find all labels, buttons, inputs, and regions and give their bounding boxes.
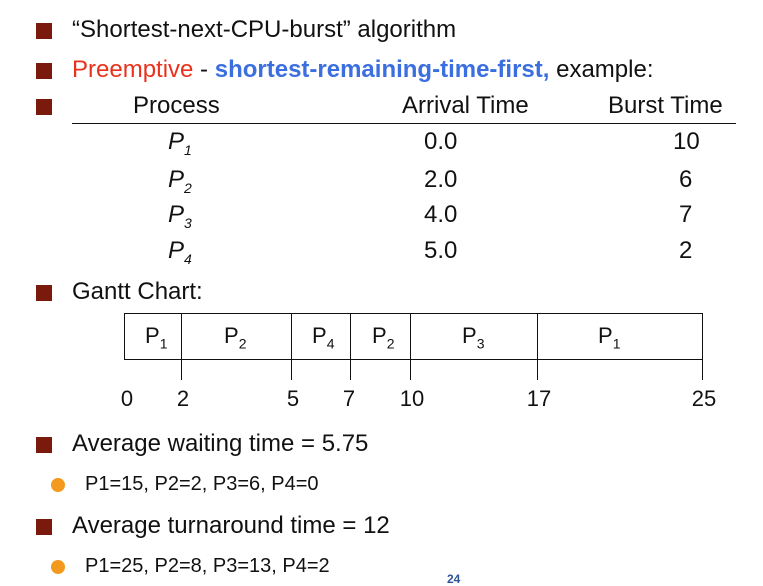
waiting-time-detail: P1=15, P2=2, P3=6, P4=0 bbox=[85, 473, 319, 495]
gantt-time-label: 25 bbox=[691, 386, 717, 411]
bullet-square-icon bbox=[36, 437, 52, 453]
gantt-time-label: 0 bbox=[120, 386, 134, 411]
header-burst: Burst Time bbox=[608, 92, 723, 119]
gantt-divider bbox=[181, 313, 182, 360]
burst-p1: 10 bbox=[673, 128, 700, 155]
gantt-divider bbox=[291, 313, 292, 360]
arrival-p3: 4.0 bbox=[424, 201, 458, 228]
burst-p4: 2 bbox=[679, 237, 693, 264]
preemptive-text: Preemptive bbox=[72, 56, 194, 83]
gantt-divider bbox=[350, 313, 351, 360]
gantt-block-p2: P2 bbox=[224, 323, 247, 352]
gantt-time-label: 10 bbox=[399, 386, 425, 411]
dash-text: - bbox=[193, 56, 215, 83]
arrival-p2: 2.0 bbox=[424, 166, 458, 193]
bullet-square-icon bbox=[36, 63, 52, 79]
gantt-time-label: 5 bbox=[286, 386, 300, 411]
bullet-dot-icon bbox=[51, 560, 65, 574]
burst-p3: 7 bbox=[679, 201, 693, 228]
gantt-chart bbox=[124, 313, 703, 360]
gantt-block-p2: P2 bbox=[372, 323, 395, 352]
burst-p2: 6 bbox=[679, 166, 693, 193]
page-number: 24 bbox=[447, 572, 461, 586]
gantt-divider bbox=[537, 313, 538, 360]
bullet-algorithm: “Shortest-next-CPU-burst” algorithm bbox=[72, 16, 457, 43]
gantt-chart-label: Gantt Chart: bbox=[72, 278, 203, 305]
gantt-tick bbox=[181, 360, 182, 380]
bullet-preemptive: Preemptive - shortest-remaining-time-fir… bbox=[72, 56, 654, 84]
gantt-tick bbox=[350, 360, 351, 380]
average-turnaround-time: Average turnaround time = 12 bbox=[72, 512, 390, 539]
bullet-square-icon bbox=[36, 99, 52, 115]
process-p2: P2 bbox=[168, 166, 192, 196]
arrival-p4: 5.0 bbox=[424, 237, 458, 264]
header-arrival: Arrival Time bbox=[402, 92, 529, 119]
srtf-text: shortest-remaining-time-first, bbox=[214, 56, 550, 83]
gantt-divider bbox=[410, 313, 411, 360]
bullet-square-icon bbox=[36, 23, 52, 39]
gantt-tick bbox=[291, 360, 292, 380]
gantt-block-p1: P1 bbox=[145, 323, 168, 352]
example-text: example: bbox=[549, 56, 654, 83]
gantt-block-p3: P3 bbox=[462, 323, 485, 352]
gantt-time-label: 2 bbox=[176, 386, 190, 411]
process-p4: P4 bbox=[168, 237, 192, 267]
gantt-tick bbox=[537, 360, 538, 380]
gantt-block-p1: P1 bbox=[598, 323, 621, 352]
gantt-tick bbox=[410, 360, 411, 380]
average-waiting-time: Average waiting time = 5.75 bbox=[72, 430, 369, 457]
gantt-time-label: 7 bbox=[342, 386, 356, 411]
header-process: Process bbox=[133, 92, 220, 119]
arrival-p1: 0.0 bbox=[424, 128, 458, 155]
gantt-tick bbox=[702, 360, 703, 380]
gantt-time-label: 17 bbox=[526, 386, 552, 411]
process-p3: P3 bbox=[168, 201, 192, 231]
bullet-square-icon bbox=[36, 519, 52, 535]
bullet-square-icon bbox=[36, 285, 52, 301]
bullet-dot-icon bbox=[51, 478, 65, 492]
turnaround-time-detail: P1=25, P2=8, P3=13, P4=2 bbox=[85, 555, 330, 577]
process-p1: P1 bbox=[168, 128, 192, 158]
table-header-rule bbox=[72, 123, 736, 124]
gantt-block-p4: P4 bbox=[312, 323, 335, 352]
